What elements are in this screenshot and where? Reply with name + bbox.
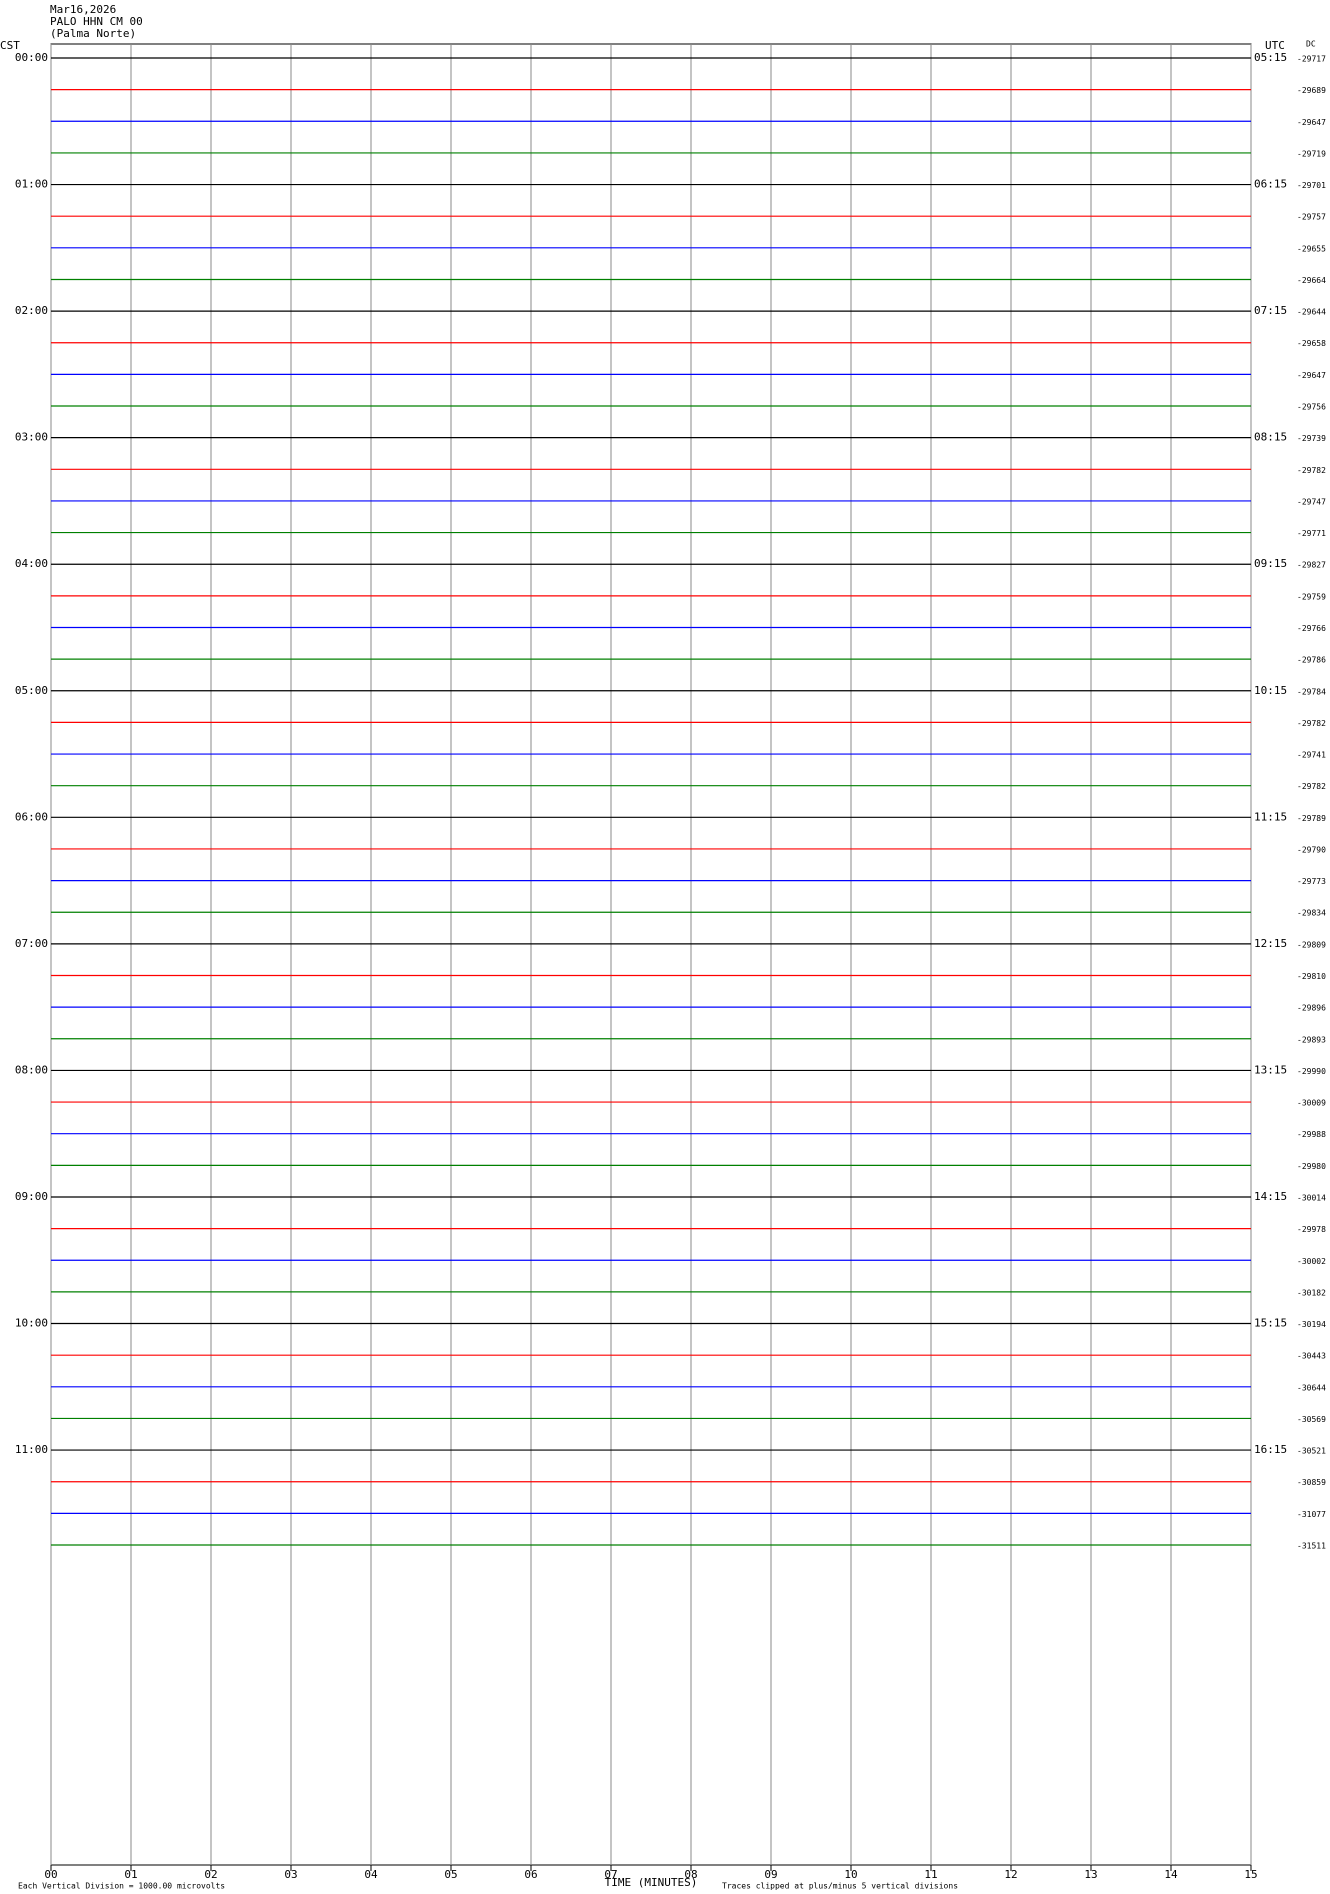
dc-value: -29980	[1297, 1162, 1326, 1171]
utc-hour-label: 10:15	[1254, 684, 1287, 697]
dc-value: -29896	[1297, 1004, 1326, 1013]
dc-value: -30644	[1297, 1383, 1326, 1392]
right-axis-label: UTC	[1265, 39, 1285, 52]
dc-value: -29782	[1297, 719, 1326, 728]
dc-value: -29766	[1297, 624, 1326, 633]
dc-value: -29784	[1297, 687, 1326, 696]
cst-hour-label: 09:00	[15, 1190, 48, 1203]
dc-value: -29790	[1297, 845, 1326, 854]
dc-value: -29644	[1297, 308, 1326, 317]
cst-hour-label: 05:00	[15, 684, 48, 697]
dc-value: -30521	[1297, 1447, 1326, 1456]
x-tick-label: 15	[1244, 1868, 1257, 1881]
x-tick-label: 11	[924, 1868, 937, 1881]
dc-value: -29747	[1297, 497, 1326, 506]
cst-hour-label: 10:00	[15, 1317, 48, 1330]
left-axis-label: CST	[0, 39, 20, 52]
x-tick-label: 05	[444, 1868, 457, 1881]
utc-hour-label: 14:15	[1254, 1190, 1287, 1203]
dc-value: -29701	[1297, 181, 1326, 190]
dc-value: -29771	[1297, 529, 1326, 538]
cst-hour-label: 00:00	[15, 51, 48, 64]
utc-hour-label: 09:15	[1254, 557, 1287, 570]
utc-hour-label: 12:15	[1254, 937, 1287, 950]
dc-value: -30569	[1297, 1415, 1326, 1424]
cst-hour-label: 08:00	[15, 1063, 48, 1076]
chart-title: Mar16,2026	[50, 3, 116, 16]
dc-value: -29719	[1297, 149, 1326, 158]
clip-note: Traces clipped at plus/minus 5 vertical …	[722, 1882, 958, 1891]
dc-value: -29834	[1297, 909, 1326, 918]
dc-value: -29988	[1297, 1130, 1326, 1139]
cst-hour-label: 01:00	[15, 178, 48, 191]
x-tick-label: 14	[1164, 1868, 1178, 1881]
utc-hour-label: 11:15	[1254, 810, 1287, 823]
cst-hour-label: 04:00	[15, 557, 48, 570]
dc-value: -30002	[1297, 1257, 1326, 1266]
dc-value: -29827	[1297, 561, 1326, 570]
location: (Palma Norte)	[50, 27, 136, 40]
dc-label: DC	[1306, 40, 1316, 49]
dc-value: -29789	[1297, 814, 1326, 823]
plot-frame	[50, 43, 1252, 1866]
dc-value: -30194	[1297, 1320, 1326, 1329]
dc-value: -30182	[1297, 1288, 1326, 1297]
dc-value: -29810	[1297, 972, 1326, 981]
x-axis-label: TIME (MINUTES)	[605, 1876, 698, 1889]
dc-value: -30859	[1297, 1478, 1326, 1487]
dc-value: -29647	[1297, 118, 1326, 127]
dc-value: -29978	[1297, 1225, 1326, 1234]
scale-note: Each Vertical Division = 1000.00 microvo…	[18, 1882, 225, 1891]
dc-value: -30014	[1297, 1193, 1326, 1202]
dc-value: -29809	[1297, 940, 1326, 949]
dc-value: -29741	[1297, 751, 1326, 760]
dc-value: -29647	[1297, 371, 1326, 380]
dc-value: -29773	[1297, 877, 1326, 886]
dc-value: -29739	[1297, 434, 1326, 443]
dc-value: -29782	[1297, 466, 1326, 475]
dc-value: -29786	[1297, 656, 1326, 665]
utc-hour-label: 16:15	[1254, 1443, 1287, 1456]
utc-hour-label: 06:15	[1254, 178, 1287, 191]
utc-hour-label: 07:15	[1254, 304, 1287, 317]
x-tick-label: 13	[1084, 1868, 1097, 1881]
cst-hour-label: 02:00	[15, 304, 48, 317]
cst-hour-label: 06:00	[15, 810, 48, 823]
x-tick-label: 06	[524, 1868, 537, 1881]
dc-value: -29990	[1297, 1067, 1326, 1076]
utc-hour-label: 15:15	[1254, 1317, 1287, 1330]
cst-hour-label: 03:00	[15, 431, 48, 444]
x-tick-label: 01	[124, 1868, 137, 1881]
dc-value: -29756	[1297, 403, 1326, 412]
utc-hour-label: 05:15	[1254, 51, 1287, 64]
dc-value: -30009	[1297, 1099, 1326, 1108]
utc-hour-label: 13:15	[1254, 1063, 1287, 1076]
x-tick-label: 02	[204, 1868, 217, 1881]
cst-hour-label: 07:00	[15, 937, 48, 950]
x-tick-label: 00	[44, 1868, 57, 1881]
dc-value: -29658	[1297, 339, 1326, 348]
dc-value: -29893	[1297, 1035, 1326, 1044]
dc-value: -29759	[1297, 592, 1326, 601]
dc-value: -29782	[1297, 782, 1326, 791]
dc-value: -29717	[1297, 55, 1326, 64]
x-tick-label: 07	[604, 1868, 617, 1881]
x-tick-label: 04	[364, 1868, 378, 1881]
dc-value: -29757	[1297, 213, 1326, 222]
x-tick-label: 08	[684, 1868, 697, 1881]
x-tick-label: 12	[1004, 1868, 1017, 1881]
dc-value: -31511	[1297, 1542, 1326, 1551]
dc-value: -29655	[1297, 244, 1326, 253]
x-tick-label: 03	[284, 1868, 297, 1881]
utc-hour-label: 08:15	[1254, 431, 1287, 444]
station: PALO HHN CM 00	[50, 15, 143, 28]
dc-value: -29689	[1297, 86, 1326, 95]
dc-value: -29664	[1297, 276, 1326, 285]
x-tick-label: 09	[764, 1868, 777, 1881]
cst-hour-label: 11:00	[15, 1443, 48, 1456]
dc-value: -30443	[1297, 1352, 1326, 1361]
x-tick-label: 10	[844, 1868, 857, 1881]
dc-value: -31077	[1297, 1510, 1326, 1519]
